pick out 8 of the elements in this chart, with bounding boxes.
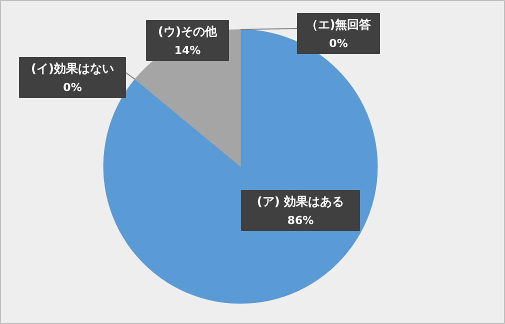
text: 0% <box>329 37 348 50</box>
data-label: 14% <box>174 44 201 57</box>
text: 0% <box>63 81 82 94</box>
slice-label: (ウ)その他 <box>158 24 218 38</box>
legend-label: (イ)効果はない <box>31 62 114 76</box>
data-label: 86% <box>287 214 314 227</box>
category-label: （エ)無回答 <box>306 18 372 32</box>
slice-label: (ア) 効果はある <box>256 194 344 208</box>
